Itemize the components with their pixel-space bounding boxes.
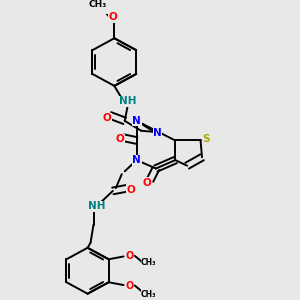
Text: O: O <box>116 134 125 144</box>
Text: CH₃: CH₃ <box>141 290 157 298</box>
Text: N: N <box>132 116 141 126</box>
Text: O: O <box>126 184 135 194</box>
Text: O: O <box>109 12 117 22</box>
Text: N: N <box>132 155 141 165</box>
Text: CH₃: CH₃ <box>141 258 157 267</box>
Text: NH: NH <box>119 96 136 106</box>
Text: O: O <box>125 280 134 291</box>
Text: N: N <box>153 128 162 139</box>
Text: O: O <box>143 178 152 188</box>
Text: NH: NH <box>88 201 105 211</box>
Text: O: O <box>125 251 134 261</box>
Text: O: O <box>103 113 111 123</box>
Text: CH₃: CH₃ <box>89 0 107 9</box>
Text: S: S <box>202 134 210 144</box>
